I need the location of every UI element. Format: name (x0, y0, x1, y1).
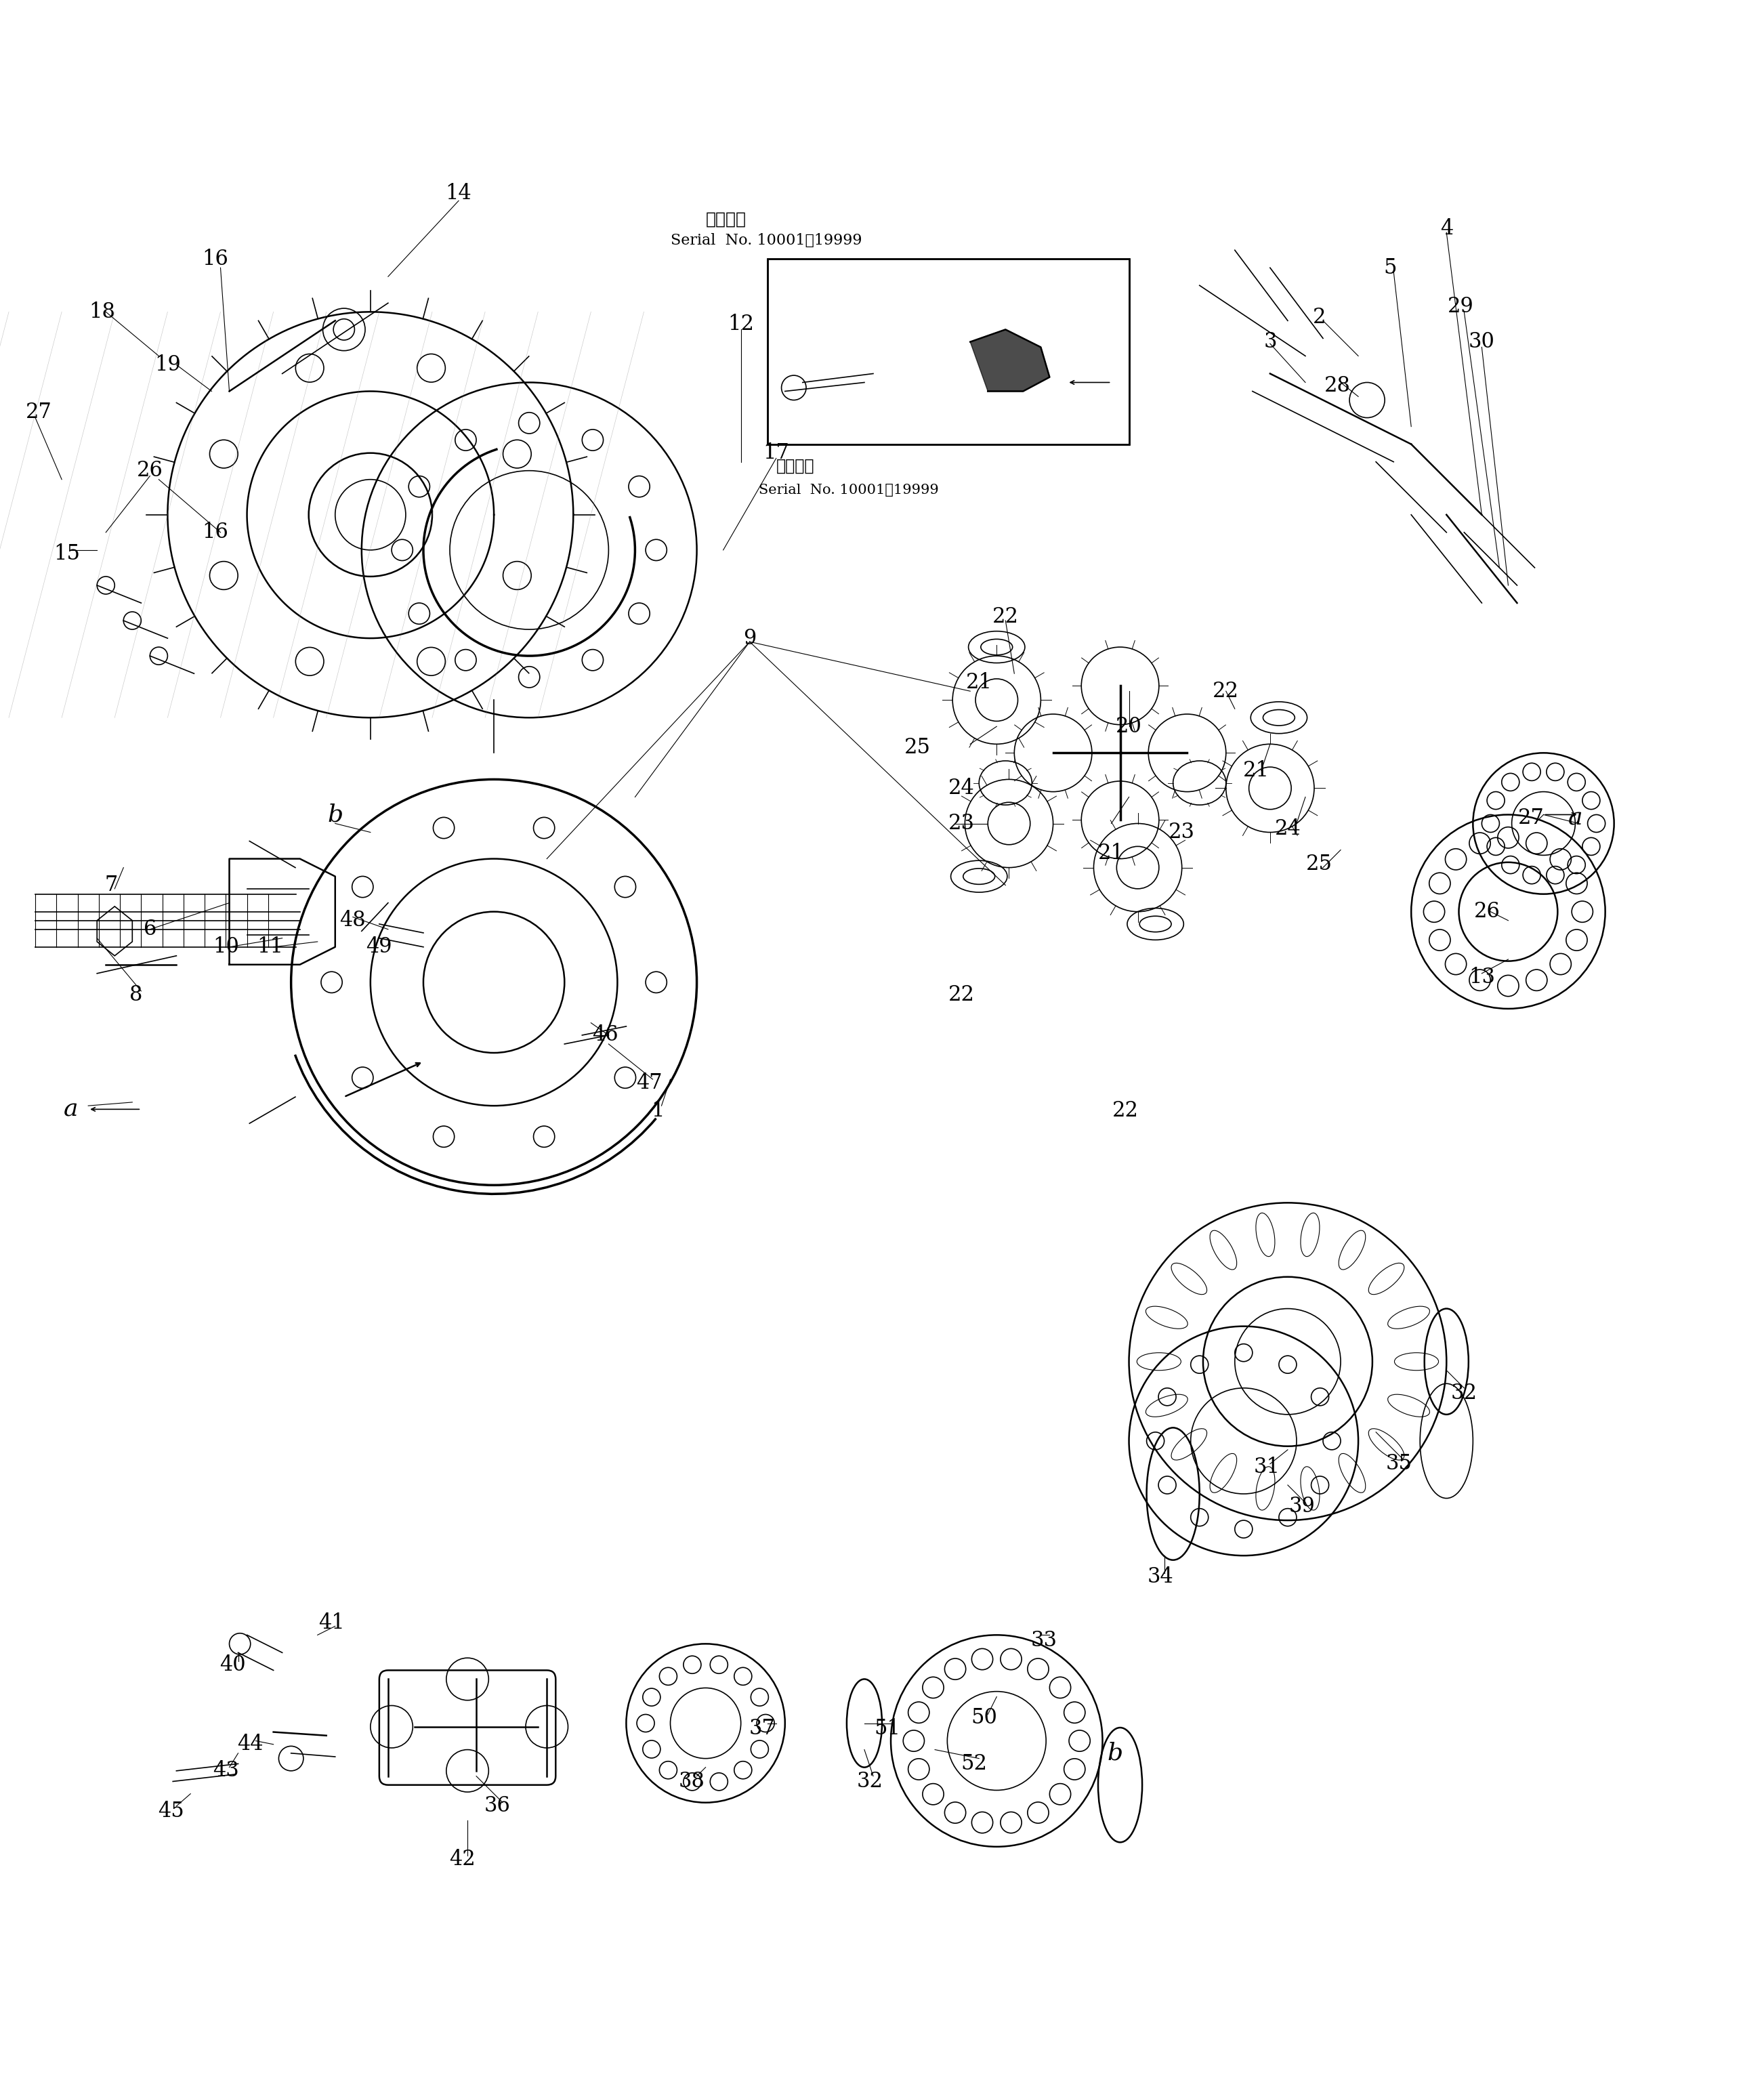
Text: 4: 4 (1439, 219, 1454, 240)
Text: 24: 24 (949, 777, 974, 800)
Text: 49: 49 (367, 938, 392, 958)
Text: 24: 24 (1275, 818, 1300, 839)
Text: a: a (1568, 806, 1582, 829)
Text: 适用号枫: 适用号枫 (706, 211, 746, 228)
Text: 8: 8 (129, 983, 143, 1004)
Text: 52: 52 (961, 1754, 986, 1775)
Text: 21: 21 (1244, 760, 1268, 781)
Text: 44: 44 (238, 1733, 263, 1754)
Polygon shape (970, 330, 1050, 390)
Text: 9: 9 (743, 628, 757, 649)
Text: 1: 1 (651, 1100, 665, 1121)
Text: 30: 30 (1469, 332, 1494, 353)
Text: 19: 19 (155, 355, 180, 376)
Text: 48: 48 (340, 910, 365, 931)
Text: 22: 22 (993, 608, 1018, 628)
Text: 14: 14 (446, 184, 471, 205)
Text: 46: 46 (593, 1025, 617, 1046)
Text: 32: 32 (1452, 1382, 1476, 1403)
Text: 27: 27 (26, 401, 51, 424)
Text: 22: 22 (1113, 1100, 1138, 1121)
Text: 34: 34 (1148, 1566, 1173, 1587)
Text: 23: 23 (949, 812, 974, 833)
Polygon shape (97, 906, 132, 956)
Text: 11: 11 (258, 938, 282, 958)
Text: 12: 12 (729, 313, 753, 334)
Text: Serial  No. 10001～19999: Serial No. 10001～19999 (670, 234, 861, 248)
Text: 38: 38 (679, 1771, 704, 1792)
Text: 40: 40 (220, 1654, 245, 1675)
Text: 26: 26 (138, 459, 162, 480)
Text: 43: 43 (213, 1760, 238, 1781)
Text: 32: 32 (857, 1771, 882, 1792)
Text: 39: 39 (1289, 1495, 1314, 1516)
Text: 22: 22 (949, 983, 974, 1004)
Text: 36: 36 (485, 1796, 510, 1817)
Text: 6: 6 (143, 919, 157, 940)
Text: 25: 25 (1307, 854, 1332, 875)
Text: 27: 27 (1519, 808, 1544, 829)
Text: 10: 10 (213, 938, 238, 958)
Text: b: b (1108, 1741, 1122, 1764)
Text: 21: 21 (967, 672, 991, 693)
Text: a: a (64, 1098, 78, 1121)
Text: 37: 37 (750, 1718, 774, 1739)
Text: 17: 17 (764, 443, 789, 464)
Text: 41: 41 (319, 1612, 344, 1633)
Text: 16: 16 (203, 522, 228, 543)
Text: 7: 7 (104, 875, 118, 896)
Text: 23: 23 (1170, 823, 1194, 844)
Text: 47: 47 (637, 1073, 662, 1094)
Text: 42: 42 (450, 1848, 475, 1869)
Text: 25: 25 (905, 737, 930, 758)
Text: 15: 15 (55, 543, 79, 564)
Text: 适用号枫: 适用号枫 (776, 457, 815, 474)
Text: 13: 13 (1469, 967, 1494, 988)
Text: 31: 31 (1254, 1457, 1279, 1478)
Text: 5: 5 (1383, 257, 1397, 278)
Text: b: b (328, 804, 342, 827)
Text: 16: 16 (203, 248, 228, 269)
Text: 45: 45 (159, 1802, 183, 1823)
Text: 50: 50 (972, 1708, 997, 1729)
Text: 18: 18 (90, 301, 115, 322)
Text: 3: 3 (1263, 332, 1277, 353)
Text: 29: 29 (1448, 296, 1473, 317)
Text: 26: 26 (1475, 902, 1499, 923)
Text: 33: 33 (1032, 1631, 1057, 1652)
Text: 51: 51 (875, 1718, 900, 1739)
Text: 20: 20 (1117, 716, 1141, 737)
Text: 21: 21 (1099, 844, 1124, 864)
Text: 28: 28 (1325, 376, 1349, 397)
Text: 35: 35 (1387, 1453, 1411, 1474)
Text: 2: 2 (1312, 307, 1327, 328)
Text: 22: 22 (1214, 681, 1238, 702)
Text: Serial  No. 10001～19999: Serial No. 10001～19999 (759, 484, 938, 497)
